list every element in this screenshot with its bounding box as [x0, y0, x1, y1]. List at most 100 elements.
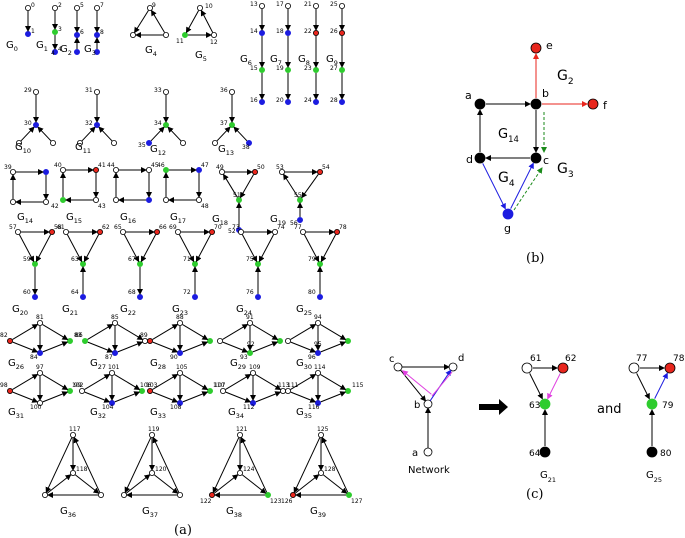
label: 40	[54, 162, 62, 169]
edge	[152, 374, 179, 390]
node	[74, 32, 81, 39]
subgraph-label: G3	[557, 161, 574, 180]
edge	[124, 437, 152, 494]
label: 37	[220, 120, 228, 127]
label: 123	[270, 498, 282, 505]
edge	[81, 126, 96, 142]
label: 12	[210, 39, 218, 46]
label: 86	[75, 332, 83, 339]
node	[557, 362, 569, 374]
label: 95	[314, 341, 322, 348]
label: 14	[250, 28, 258, 35]
node	[111, 139, 118, 146]
label: 55	[294, 192, 302, 199]
node	[37, 319, 44, 326]
graph-name: G2	[60, 44, 72, 57]
edge	[182, 324, 209, 340]
label: 92	[247, 341, 255, 348]
node	[344, 337, 351, 344]
panel-b: a b c d e f g G14 G2 G4 G3 (b)	[465, 39, 608, 266]
network-node-a: a	[412, 448, 418, 459]
label: 28	[330, 97, 338, 104]
label: 4	[58, 46, 62, 53]
edge	[167, 126, 182, 142]
graph-name-subscript: 34	[236, 412, 244, 420]
node	[191, 260, 198, 267]
node	[120, 228, 127, 235]
node	[284, 3, 291, 9]
label: 118	[76, 466, 88, 473]
graph-name-subscript: 36	[68, 511, 76, 519]
label: 42	[51, 203, 59, 210]
node	[7, 337, 13, 344]
label: 15	[250, 65, 258, 72]
label: 57	[9, 224, 17, 231]
edge	[134, 10, 149, 34]
node	[63, 228, 70, 235]
label: 126	[281, 498, 293, 505]
label: 117	[69, 426, 81, 433]
edge	[150, 126, 165, 142]
label: 21	[304, 1, 312, 8]
label: 17	[276, 1, 284, 8]
node	[530, 42, 542, 54]
edge	[295, 474, 320, 494]
node	[162, 122, 169, 129]
graph-name-subscript: 37	[150, 511, 158, 519]
g25-node-79: 79	[662, 401, 674, 411]
edge	[252, 324, 279, 340]
node	[109, 369, 116, 376]
node	[113, 196, 120, 203]
edge	[75, 474, 100, 494]
node-label-d: d	[466, 153, 473, 166]
edge	[87, 324, 114, 340]
node	[338, 3, 345, 9]
g21-node-62: 62	[565, 354, 576, 364]
node	[129, 32, 136, 39]
node	[258, 67, 265, 74]
node	[646, 446, 658, 458]
subgraph-label: G21	[540, 470, 556, 484]
edge	[400, 369, 427, 402]
edge	[12, 341, 39, 353]
graph-name-subscript: 5	[203, 55, 207, 63]
label: 60	[23, 289, 31, 296]
edge	[117, 324, 144, 340]
edge	[239, 174, 254, 199]
node	[314, 369, 321, 376]
node	[448, 362, 458, 372]
label: 119	[148, 426, 160, 433]
node	[176, 491, 183, 498]
label: 91	[246, 314, 254, 321]
edge	[225, 391, 252, 403]
label: 99	[74, 382, 82, 389]
node-label-c: c	[543, 154, 549, 167]
node	[94, 49, 101, 56]
graph-name: G5	[195, 50, 207, 63]
graph-name-subscript: 30	[304, 363, 312, 371]
graph-name-subscript: 20	[20, 309, 28, 317]
edge	[320, 341, 347, 353]
label: 96	[308, 354, 316, 361]
label: 107	[214, 382, 226, 389]
node	[254, 293, 261, 300]
label: 41	[98, 162, 106, 169]
node	[33, 122, 40, 129]
edge	[321, 436, 349, 493]
edge	[12, 391, 39, 403]
label: 49	[216, 164, 224, 171]
label: 35	[138, 142, 146, 149]
graph-name: G20	[12, 304, 28, 317]
graph-name: G6	[240, 54, 252, 67]
label: 121	[236, 426, 248, 433]
subgraph-label-subscript: 14	[508, 134, 519, 144]
node	[299, 228, 306, 235]
node	[530, 152, 542, 164]
node	[9, 198, 16, 205]
network-node-c: c	[389, 354, 395, 365]
label: 79	[308, 256, 316, 263]
label: 62	[102, 224, 110, 231]
node	[312, 67, 319, 74]
graph-name: G26	[8, 358, 24, 371]
label: 2	[58, 2, 62, 9]
